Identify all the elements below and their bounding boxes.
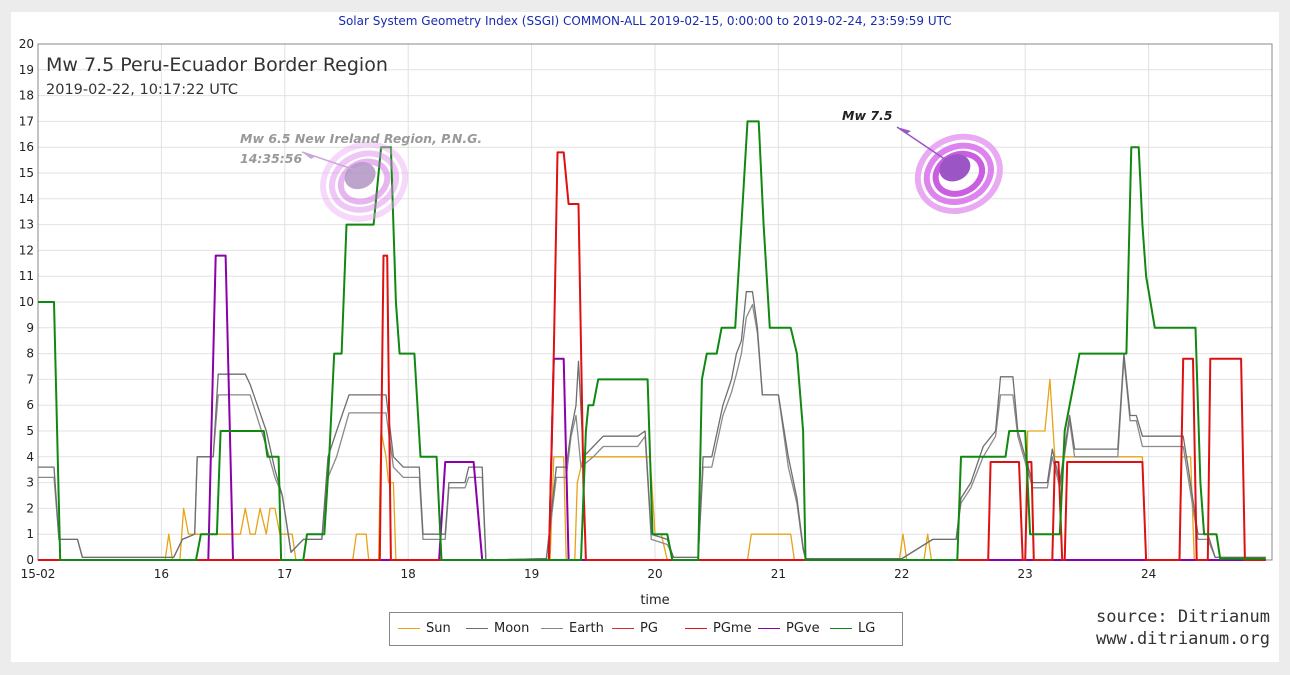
y-tick-label: 13 <box>19 218 34 232</box>
y-tick-label: 4 <box>26 450 34 464</box>
source-credit: source: Ditrianum www.ditrianum.org <box>1096 606 1270 650</box>
x-tick-label: 19 <box>524 567 539 581</box>
marker-ring <box>914 133 1003 214</box>
legend-item-pg: PG <box>612 621 658 636</box>
series-sun <box>38 378 1266 561</box>
grid <box>37 43 1272 561</box>
y-tick-label: 12 <box>19 243 34 257</box>
series-moon <box>38 291 1266 561</box>
series-lines <box>38 120 1266 561</box>
source-line-2: www.ditrianum.org <box>1096 629 1270 649</box>
y-tick-label: 11 <box>19 269 34 283</box>
x-tick-label: 17 <box>277 567 292 581</box>
x-tick-label: 20 <box>647 567 662 581</box>
y-tick-label: 6 <box>26 398 34 412</box>
y-tick-label: 19 <box>19 63 34 77</box>
marker-ring <box>320 141 409 222</box>
y-tick-label: 7 <box>26 372 34 386</box>
y-tick-label: 0 <box>26 553 34 567</box>
earthquake-marker-2 <box>896 126 1003 214</box>
y-tick-label: 2 <box>26 501 34 515</box>
x-tick-label: 16 <box>154 567 169 581</box>
y-tick-label: 20 <box>19 37 34 51</box>
y-tick-label: 16 <box>19 140 34 154</box>
annotation-label-2: Mw 7.5 <box>842 108 893 123</box>
earthquake-marker-1 <box>301 141 409 222</box>
series-lg <box>38 120 1266 561</box>
event-title: Mw 7.5 Peru-Ecuador Border Region <box>46 54 388 76</box>
chart-frame <box>11 12 1279 662</box>
x-tick-label: 23 <box>1018 567 1033 581</box>
y-tick-label: 10 <box>19 295 34 309</box>
annotation-label-1: Mw 6.5 New Ireland Region, P.N.G. <box>240 131 482 146</box>
legend-item-earth: Earth <box>541 621 604 636</box>
marker-ring <box>923 142 994 206</box>
y-tick-label: 15 <box>19 166 34 180</box>
x-tick-label: 15-02 <box>21 567 56 581</box>
legend-item-lg: LG <box>830 621 875 636</box>
chart-header: Solar System Geometry Index (SSGI) COMMO… <box>338 14 952 28</box>
y-tick-label: 5 <box>26 424 34 438</box>
legend-item-pgve: PGve <box>758 621 820 636</box>
x-tick-label: 24 <box>1141 567 1156 581</box>
y-tick-label: 1 <box>26 527 34 541</box>
annotation-time-1: 14:35:56 <box>240 151 302 166</box>
x-tick-label: 21 <box>771 567 786 581</box>
annotations <box>301 126 1003 222</box>
source-line-1: source: Ditrianum <box>1096 607 1270 627</box>
event-timestamp: 2019-02-22, 10:17:22 UTC <box>46 82 238 98</box>
y-tick-label: 14 <box>19 192 34 206</box>
y-tick-label: 3 <box>26 476 34 490</box>
x-tick-label: 18 <box>401 567 416 581</box>
series-pgve <box>38 254 1266 561</box>
y-tick-label: 18 <box>19 89 34 103</box>
legend-item-moon: Moon <box>466 621 529 636</box>
x-axis-label: time <box>640 593 669 608</box>
series-pgme <box>38 151 1266 561</box>
legend-item-pgme: PGme <box>685 621 752 636</box>
marker-arrow-head <box>302 152 316 159</box>
legend: Sun Moon Earth PG PGme PGve LG <box>389 612 903 646</box>
y-tick-label: 17 <box>19 114 34 128</box>
marker-arrow-head <box>897 127 911 134</box>
legend-item-sun: Sun <box>398 621 451 636</box>
y-tick-label: 8 <box>26 347 34 361</box>
y-tick-label: 9 <box>26 321 34 335</box>
x-tick-label: 22 <box>894 567 909 581</box>
marker-ring <box>329 150 400 213</box>
